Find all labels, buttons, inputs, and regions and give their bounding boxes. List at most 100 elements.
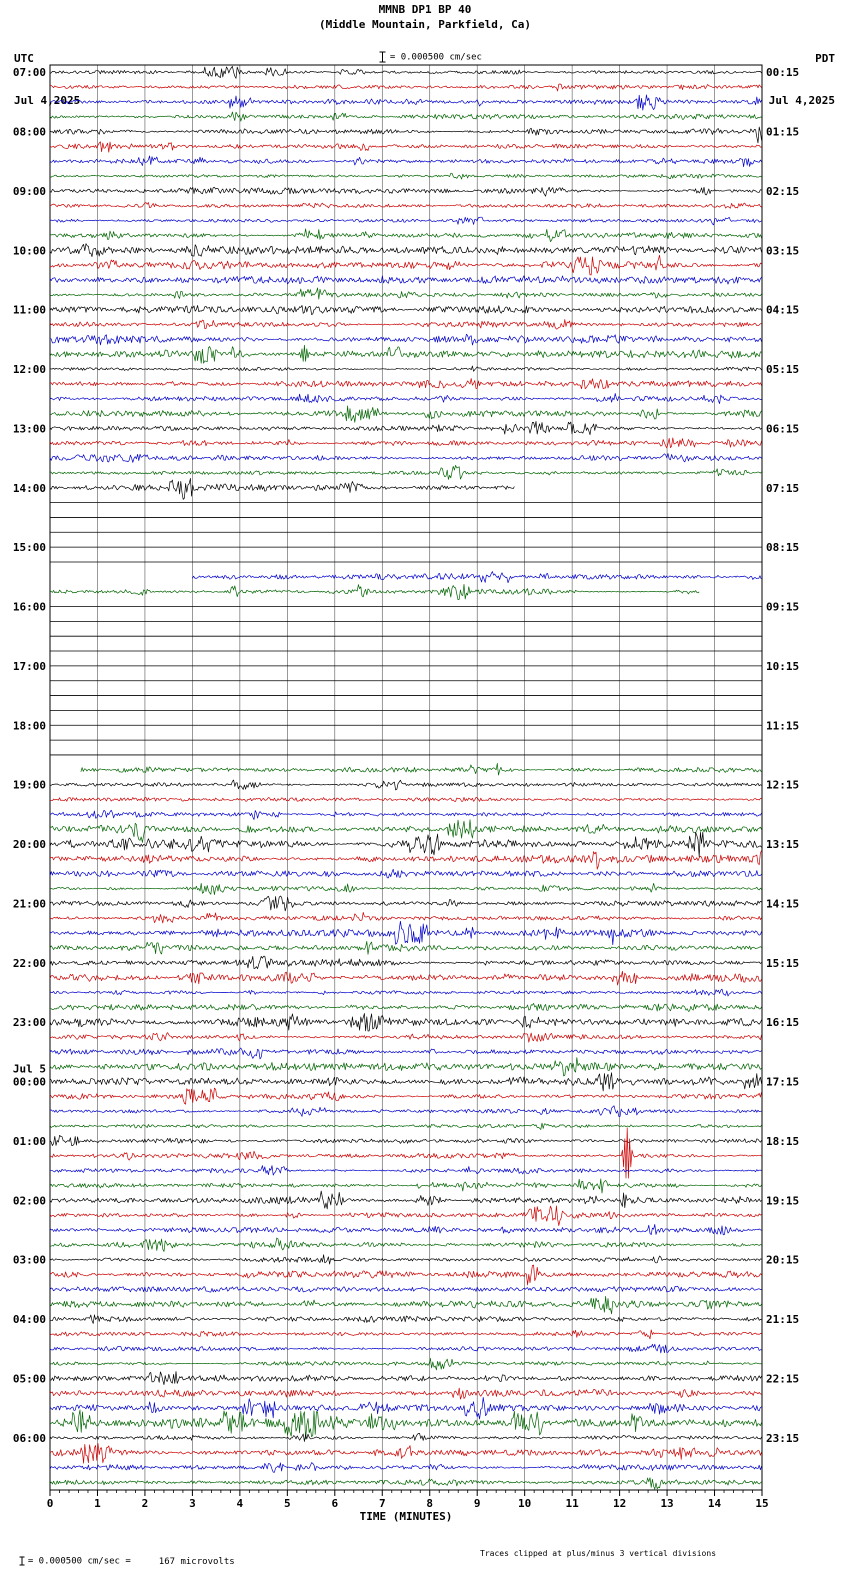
trace-row xyxy=(49,405,762,423)
utc-hour-label: 18:00 xyxy=(13,719,46,732)
trace-row xyxy=(49,912,762,924)
utc-hour-label: 17:00 xyxy=(13,660,46,673)
trace-row xyxy=(49,1224,762,1236)
trace-row xyxy=(49,111,762,122)
trace-row xyxy=(49,1477,762,1490)
utc-hour-label: 21:00 xyxy=(13,897,46,910)
x-tick-label: 5 xyxy=(284,1497,291,1510)
pdt-hour-label: 19:15 xyxy=(766,1194,799,1207)
x-tick-label: 11 xyxy=(566,1497,580,1510)
x-tick-label: 3 xyxy=(189,1497,196,1510)
x-tick-label: 14 xyxy=(708,1497,722,1510)
x-tick-label: 10 xyxy=(518,1497,531,1510)
trace-row xyxy=(49,421,762,436)
trace-row xyxy=(50,1003,762,1012)
pdt-hour-label: 17:15 xyxy=(766,1076,799,1089)
utc-day-mark: Jul 5 xyxy=(13,1063,46,1076)
trace-row xyxy=(49,344,762,364)
trace-row xyxy=(49,1205,762,1226)
utc-hour-label: 09:00 xyxy=(13,185,46,198)
trace-row xyxy=(49,583,700,601)
footer-scale-text: = 0.000500 cm/sec = xyxy=(27,1556,131,1567)
trace-row xyxy=(49,453,762,463)
trace-row xyxy=(49,1122,762,1130)
trace-row xyxy=(49,126,762,144)
utc-hour-label: 16:00 xyxy=(13,601,46,614)
pdt-hour-label: 05:15 xyxy=(766,363,799,376)
trace-row xyxy=(49,1105,762,1117)
utc-hour-label: 23:00 xyxy=(13,1016,46,1029)
x-tick-label: 6 xyxy=(331,1497,338,1510)
trace-row xyxy=(49,882,762,895)
utc-hour-label: 08:00 xyxy=(13,126,46,139)
pdt-hour-label: 10:15 xyxy=(766,660,799,673)
x-tick-label: 1 xyxy=(94,1497,101,1510)
trace-row xyxy=(49,831,762,858)
trace-row xyxy=(49,319,762,330)
trace-row xyxy=(49,941,762,955)
trace-row xyxy=(49,378,762,390)
pdt-hour-label: 06:15 xyxy=(766,422,799,435)
trace-row xyxy=(49,186,762,197)
right-timezone-block: PDT Jul 4,2025 xyxy=(769,24,835,122)
trace-row xyxy=(49,65,762,79)
pdt-hour-label: 16:15 xyxy=(766,1016,799,1029)
x-tick-label: 13 xyxy=(660,1497,673,1510)
footer-microvolts: 167 microvolts xyxy=(158,1556,235,1567)
trace-row xyxy=(49,1295,762,1315)
utc-hour-label: 02:00 xyxy=(13,1194,46,1207)
trace-row xyxy=(80,763,762,776)
utc-hour-label: 03:00 xyxy=(13,1254,46,1267)
trace-row xyxy=(49,254,762,276)
trace-row xyxy=(49,1432,762,1442)
trace-row xyxy=(49,465,762,480)
station-title: MMNB DP1 BP 40 xyxy=(378,3,472,16)
trace-row xyxy=(49,1057,762,1077)
utc-hour-label: 14:00 xyxy=(13,482,46,495)
trace-row xyxy=(49,202,762,209)
trace-row xyxy=(49,172,762,180)
trace-row xyxy=(49,155,762,168)
trace-row xyxy=(49,1190,762,1210)
trace-row xyxy=(49,216,762,226)
trace-row xyxy=(49,228,762,242)
x-axis-label: TIME (MINUTES) xyxy=(360,1510,453,1523)
trace-row xyxy=(49,141,762,153)
trace-row xyxy=(49,1134,762,1146)
trace-row xyxy=(49,1237,762,1252)
trace-row xyxy=(49,243,762,257)
trace-row xyxy=(192,571,762,584)
trace-row xyxy=(49,1358,762,1371)
x-tick-label: 8 xyxy=(426,1497,433,1510)
pdt-hour-label: 14:15 xyxy=(766,897,799,910)
x-tick-label: 0 xyxy=(47,1497,54,1510)
trace-row xyxy=(49,1254,762,1265)
trace-row xyxy=(49,797,762,802)
trace-row xyxy=(49,1264,762,1286)
utc-hour-label: 00:00 xyxy=(13,1076,46,1089)
trace-row xyxy=(49,1032,762,1043)
trace-row xyxy=(49,1387,762,1400)
trace-row xyxy=(49,305,762,315)
pdt-hour-label: 08:15 xyxy=(766,541,799,554)
utc-hour-label: 11:00 xyxy=(13,304,46,317)
trace-row xyxy=(49,1314,762,1324)
trace-row xyxy=(49,1087,762,1105)
trace-row xyxy=(49,1165,762,1176)
pdt-hour-label: 01:15 xyxy=(766,126,799,139)
trace-row xyxy=(49,809,762,820)
left-timezone-label: UTC xyxy=(14,52,34,65)
utc-hour-label: 06:00 xyxy=(13,1432,46,1445)
utc-hour-label: 04:00 xyxy=(13,1313,46,1326)
utc-hour-label: 20:00 xyxy=(13,838,46,851)
trace-row xyxy=(49,365,762,372)
trace-row xyxy=(49,779,762,791)
pdt-hour-label: 11:15 xyxy=(766,719,799,732)
trace-row xyxy=(49,333,762,346)
utc-hour-label: 07:00 xyxy=(13,66,46,79)
trace-row xyxy=(49,437,762,449)
pdt-hour-label: 00:15 xyxy=(766,66,799,79)
trace-row xyxy=(49,1072,762,1092)
trace-row xyxy=(49,1329,762,1340)
